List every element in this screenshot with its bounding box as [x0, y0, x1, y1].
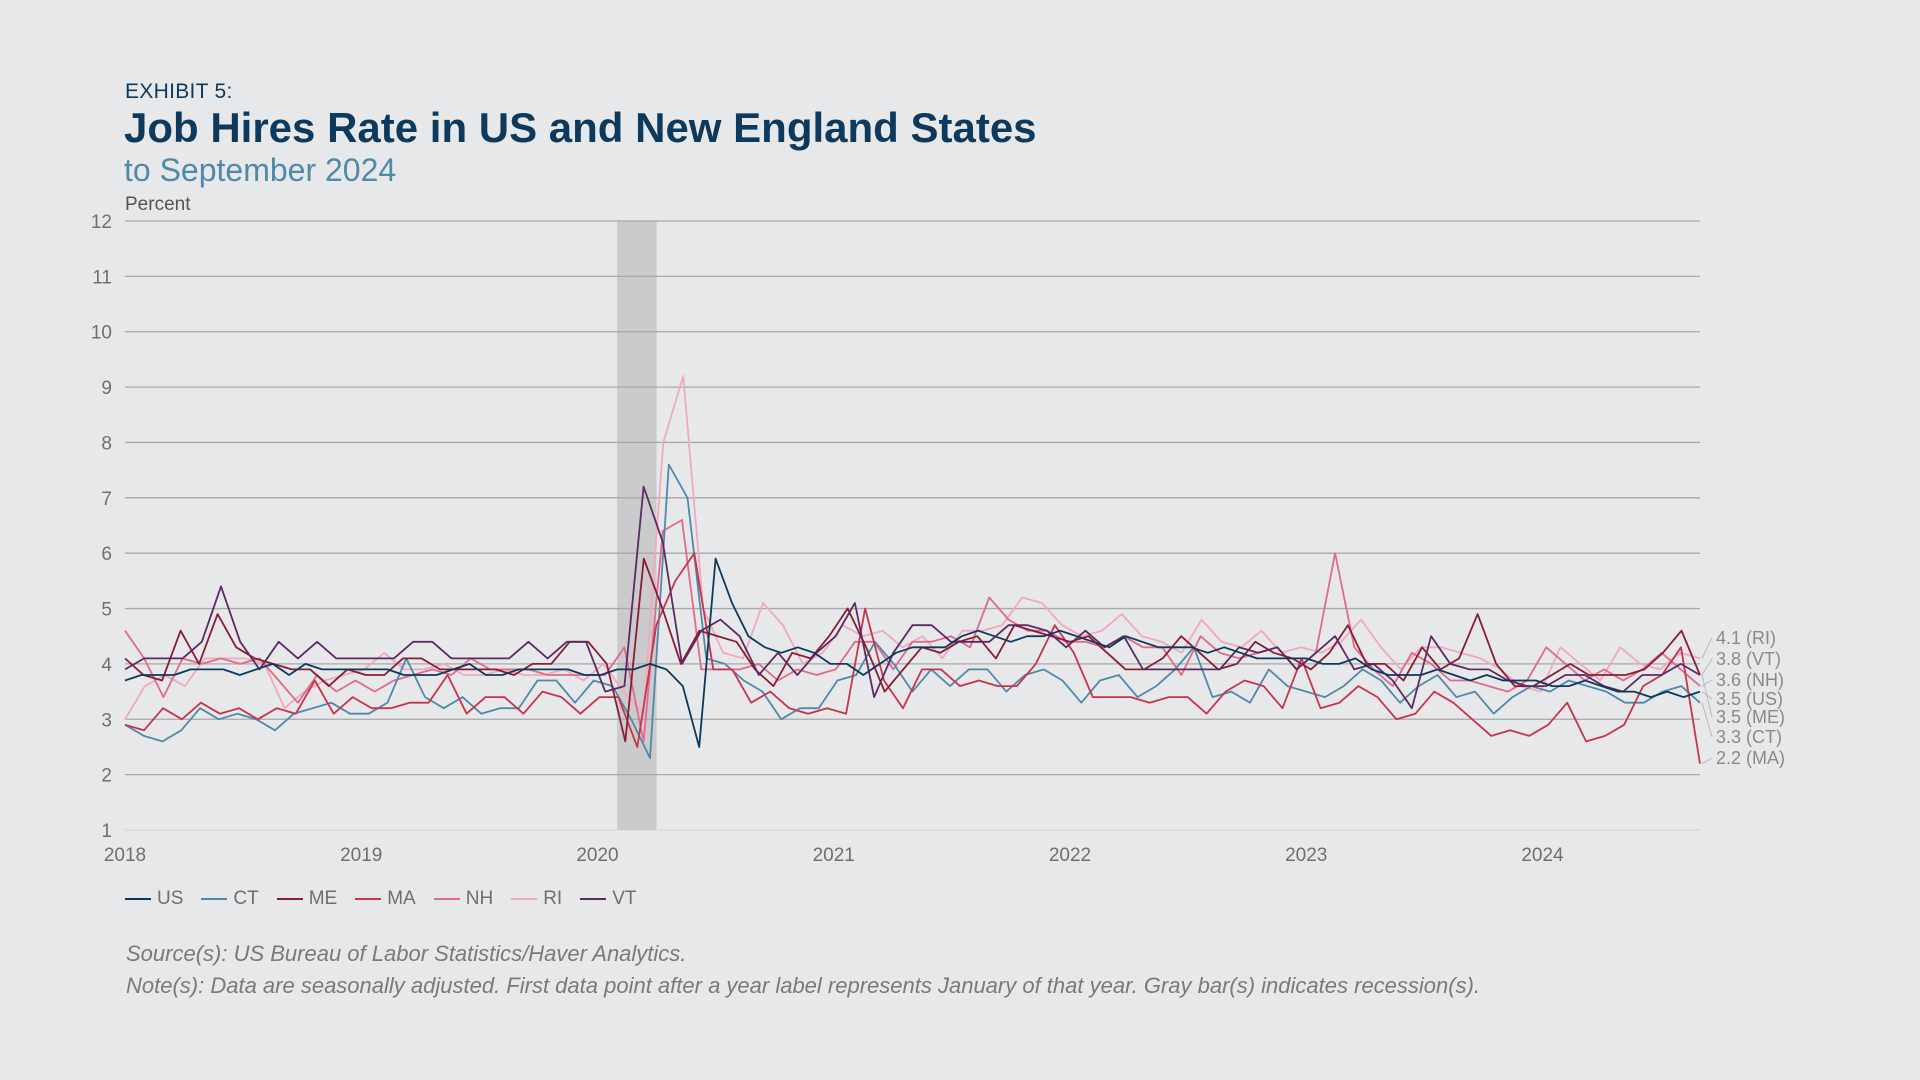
chart-legend: US CT ME MA NH RI VT [125, 888, 636, 910]
y-tick-label: 4 [101, 655, 112, 676]
legend-label: RI [543, 888, 563, 909]
y-tick-label: 2 [101, 766, 112, 787]
legend-item-vt: VT [580, 888, 636, 910]
legend-label: US [157, 888, 184, 909]
source-note: Source(s): US Bureau of Labor Statistics… [126, 941, 687, 966]
y-tick-label: 7 [101, 489, 112, 510]
footnote: Note(s): Data are seasonally adjusted. F… [126, 973, 1481, 998]
x-tick-label: 2018 [104, 845, 146, 866]
end-label-leader [1701, 757, 1713, 765]
legend-label: NH [465, 888, 494, 909]
y-tick-label: 3 [101, 710, 112, 731]
x-tick-label: 2020 [576, 845, 618, 866]
end-label-leader [1701, 702, 1713, 738]
legend-swatch [125, 898, 151, 900]
chart-notes: Source(s): US Bureau of Labor Statistics… [126, 938, 1480, 1002]
legend-item-ri: RI [511, 888, 562, 910]
series-line-me [124, 557, 1701, 743]
end-label-leader [1701, 637, 1713, 659]
y-tick-label: 9 [101, 378, 112, 399]
legend-swatch [433, 898, 460, 900]
end-label-ma: 2.2 (MA) [1716, 748, 1785, 768]
legend-item-ma: MA [355, 888, 416, 910]
end-label-leader [1701, 674, 1713, 718]
legend-label: VT [612, 888, 637, 909]
end-label-us: 3.5 (US) [1716, 689, 1783, 709]
legend-swatch [355, 898, 382, 900]
exhibit-number: EXHIBIT 5: [125, 80, 233, 103]
end-label-me: 3.5 (ME) [1716, 707, 1785, 727]
x-tick-label: 2022 [1049, 845, 1091, 866]
legend-item-us: US [125, 888, 183, 910]
end-label-ct: 3.3 (CT) [1716, 727, 1782, 747]
x-tick-label: 2021 [813, 845, 855, 866]
legend-item-me: ME [276, 888, 338, 910]
y-axis-unit-label: Percent [125, 194, 191, 215]
legend-swatch [511, 898, 538, 900]
recession-band [617, 221, 657, 830]
chart-title: Job Hires Rate in US and New England Sta… [124, 104, 1037, 151]
y-tick-label: 10 [91, 323, 112, 344]
series-line-ma [124, 552, 1701, 764]
y-tick-label: 5 [101, 600, 112, 621]
x-tick-label: 2023 [1285, 845, 1327, 866]
legend-label: MA [387, 888, 416, 909]
chart-subtitle: to September 2024 [124, 152, 397, 188]
end-label-vt: 3.8 (VT) [1716, 649, 1781, 669]
y-tick-label: 11 [92, 267, 112, 288]
y-tick-label: 1 [101, 821, 112, 842]
y-tick-label: 12 [91, 212, 112, 233]
end-label-nh: 3.6 (NH) [1716, 670, 1784, 690]
legend-swatch [276, 898, 303, 900]
series-line-ct [124, 463, 1701, 759]
series-line-us [124, 557, 1701, 748]
x-tick-label: 2024 [1521, 845, 1564, 866]
x-tick-label: 2019 [340, 845, 382, 866]
end-label-leader [1701, 658, 1713, 676]
y-tick-label: 8 [101, 433, 112, 454]
series-line-vt [124, 485, 1701, 710]
legend-label: ME [308, 888, 338, 909]
legend-label: CT [233, 888, 259, 909]
legend-item-ct: CT [201, 888, 259, 910]
legend-swatch [580, 898, 607, 900]
legend-item-nh: NH [433, 888, 494, 910]
end-label-ri: 4.1 (RI) [1716, 628, 1776, 648]
end-label-leader [1701, 679, 1713, 687]
y-tick-label: 6 [101, 544, 112, 565]
legend-swatch [201, 898, 228, 900]
